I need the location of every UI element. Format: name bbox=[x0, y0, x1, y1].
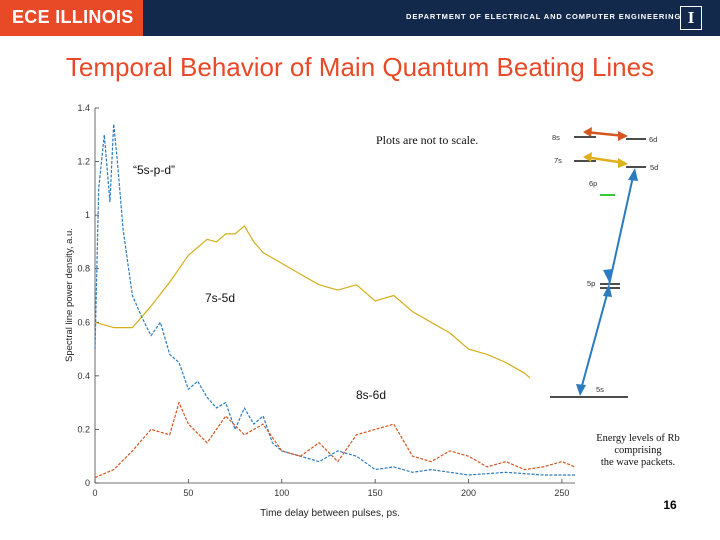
level-label-5d: 5d bbox=[650, 163, 658, 172]
arrowhead-5p-5d bbox=[628, 168, 638, 181]
y-tick-label: 1.4 bbox=[77, 103, 90, 113]
y-tick-label: 0.4 bbox=[77, 371, 90, 381]
x-tick-label: 50 bbox=[183, 488, 193, 498]
level-label-6d: 6d bbox=[649, 135, 657, 144]
x-tick-label: 0 bbox=[92, 488, 97, 498]
x-tick-label: 200 bbox=[461, 488, 476, 498]
level-label-7s: 7s bbox=[554, 156, 562, 165]
arrowhead-8s-6d-left bbox=[583, 127, 592, 137]
arrowhead-5p-5s bbox=[576, 384, 586, 396]
arrowhead-5d-5p bbox=[603, 269, 613, 282]
y-tick-label: 0.6 bbox=[77, 317, 90, 327]
annotation-not-to-scale: Plots are not to scale. bbox=[376, 133, 478, 147]
energy-level-diagram: 8s 6d 7s 5d 6p 5p 5s bbox=[530, 120, 695, 410]
x-ticks: 0 50 100 150 200 250 bbox=[92, 479, 569, 498]
department-name: DEPARTMENT OF ELECTRICAL AND COMPUTER EN… bbox=[406, 12, 682, 21]
y-tick-label: 0 bbox=[85, 478, 90, 488]
y-tick-label: 1 bbox=[85, 210, 90, 220]
chart-axes bbox=[94, 108, 575, 484]
arrowhead-5s-5p bbox=[603, 284, 612, 297]
y-tick-label: 1.2 bbox=[77, 157, 90, 167]
level-label-6p: 6p bbox=[589, 179, 597, 188]
y-ticks: 0 0.2 0.4 0.6 0.8 1 1.2 1.4 bbox=[77, 103, 99, 488]
header-bar: ECE ILLINOIS DEPARTMENT OF ELECTRICAL AN… bbox=[0, 0, 720, 36]
series-7s-5d-line bbox=[94, 225, 576, 409]
level-label-5s: 5s bbox=[596, 385, 604, 394]
y-axis-label: Spectral line power density, a.u. bbox=[64, 228, 75, 362]
ece-illinois-logo[interactable]: ECE ILLINOIS bbox=[0, 0, 143, 36]
series-5s-p-d-line bbox=[94, 123, 575, 476]
series-layer bbox=[94, 123, 576, 479]
y-tick-label: 0.8 bbox=[77, 264, 90, 274]
slide-title: Temporal Behavior of Main Quantum Beatin… bbox=[65, 52, 655, 82]
x-axis-label: Time delay between pulses, ps. bbox=[260, 508, 400, 519]
logo-text: ECE ILLINOIS bbox=[12, 7, 134, 27]
caption-line: Energy levels of Rb bbox=[596, 433, 680, 444]
transition-5p-5d bbox=[608, 171, 635, 286]
transition-5s-5p bbox=[579, 286, 610, 394]
page-number: 16 bbox=[663, 498, 677, 512]
series-8s-6d-line bbox=[94, 402, 576, 479]
diagram-caption: Energy levels of Rb comprising the wave pa… bbox=[596, 433, 680, 468]
level-label-8s: 8s bbox=[552, 133, 560, 142]
x-tick-label: 100 bbox=[274, 488, 289, 498]
block-i-logo[interactable]: I bbox=[680, 6, 702, 30]
arrowhead-8s-6d-right bbox=[618, 131, 628, 141]
caption-line: the wave packets. bbox=[601, 457, 675, 468]
x-tick-label: 250 bbox=[554, 488, 569, 498]
level-label-5p: 5p bbox=[587, 279, 595, 288]
annotation-5s-p-d: “5s-p-d” bbox=[133, 163, 175, 177]
arrowhead-7s-5d-left bbox=[583, 152, 592, 162]
caption-line: comprising bbox=[614, 445, 662, 456]
y-tick-label: 0.2 bbox=[77, 424, 90, 434]
x-tick-label: 150 bbox=[368, 488, 383, 498]
annotation-7s-5d: 7s-5d bbox=[205, 291, 235, 305]
annotation-8s-6d: 8s-6d bbox=[356, 388, 386, 402]
arrowhead-7s-5d-right bbox=[618, 158, 628, 168]
